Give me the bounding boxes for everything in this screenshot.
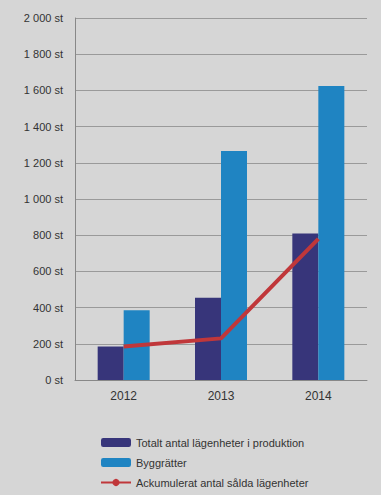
svg-text:1 400 st: 1 400 st xyxy=(24,121,63,133)
svg-text:1 000 st: 1 000 st xyxy=(24,193,63,205)
svg-text:2013: 2013 xyxy=(208,389,235,403)
svg-text:2012: 2012 xyxy=(110,389,137,403)
svg-text:800 st: 800 st xyxy=(33,229,63,241)
svg-text:Byggrätter: Byggrätter xyxy=(136,457,187,469)
svg-text:400 st: 400 st xyxy=(33,302,63,314)
svg-text:Totalt antal lägenheter i prod: Totalt antal lägenheter i produktion xyxy=(136,437,304,449)
svg-text:2014: 2014 xyxy=(305,389,332,403)
svg-text:2 000 st: 2 000 st xyxy=(24,12,63,24)
svg-text:Ackumulerat antal sålda lägenh: Ackumulerat antal sålda lägenheter xyxy=(136,477,309,489)
svg-text:0 st: 0 st xyxy=(45,374,63,386)
svg-text:1 800 st: 1 800 st xyxy=(24,48,63,60)
svg-text:200 st: 200 st xyxy=(33,338,63,350)
svg-text:600 st: 600 st xyxy=(33,265,63,277)
svg-text:1 600 st: 1 600 st xyxy=(24,84,63,96)
svg-text:1 200 st: 1 200 st xyxy=(24,157,63,169)
